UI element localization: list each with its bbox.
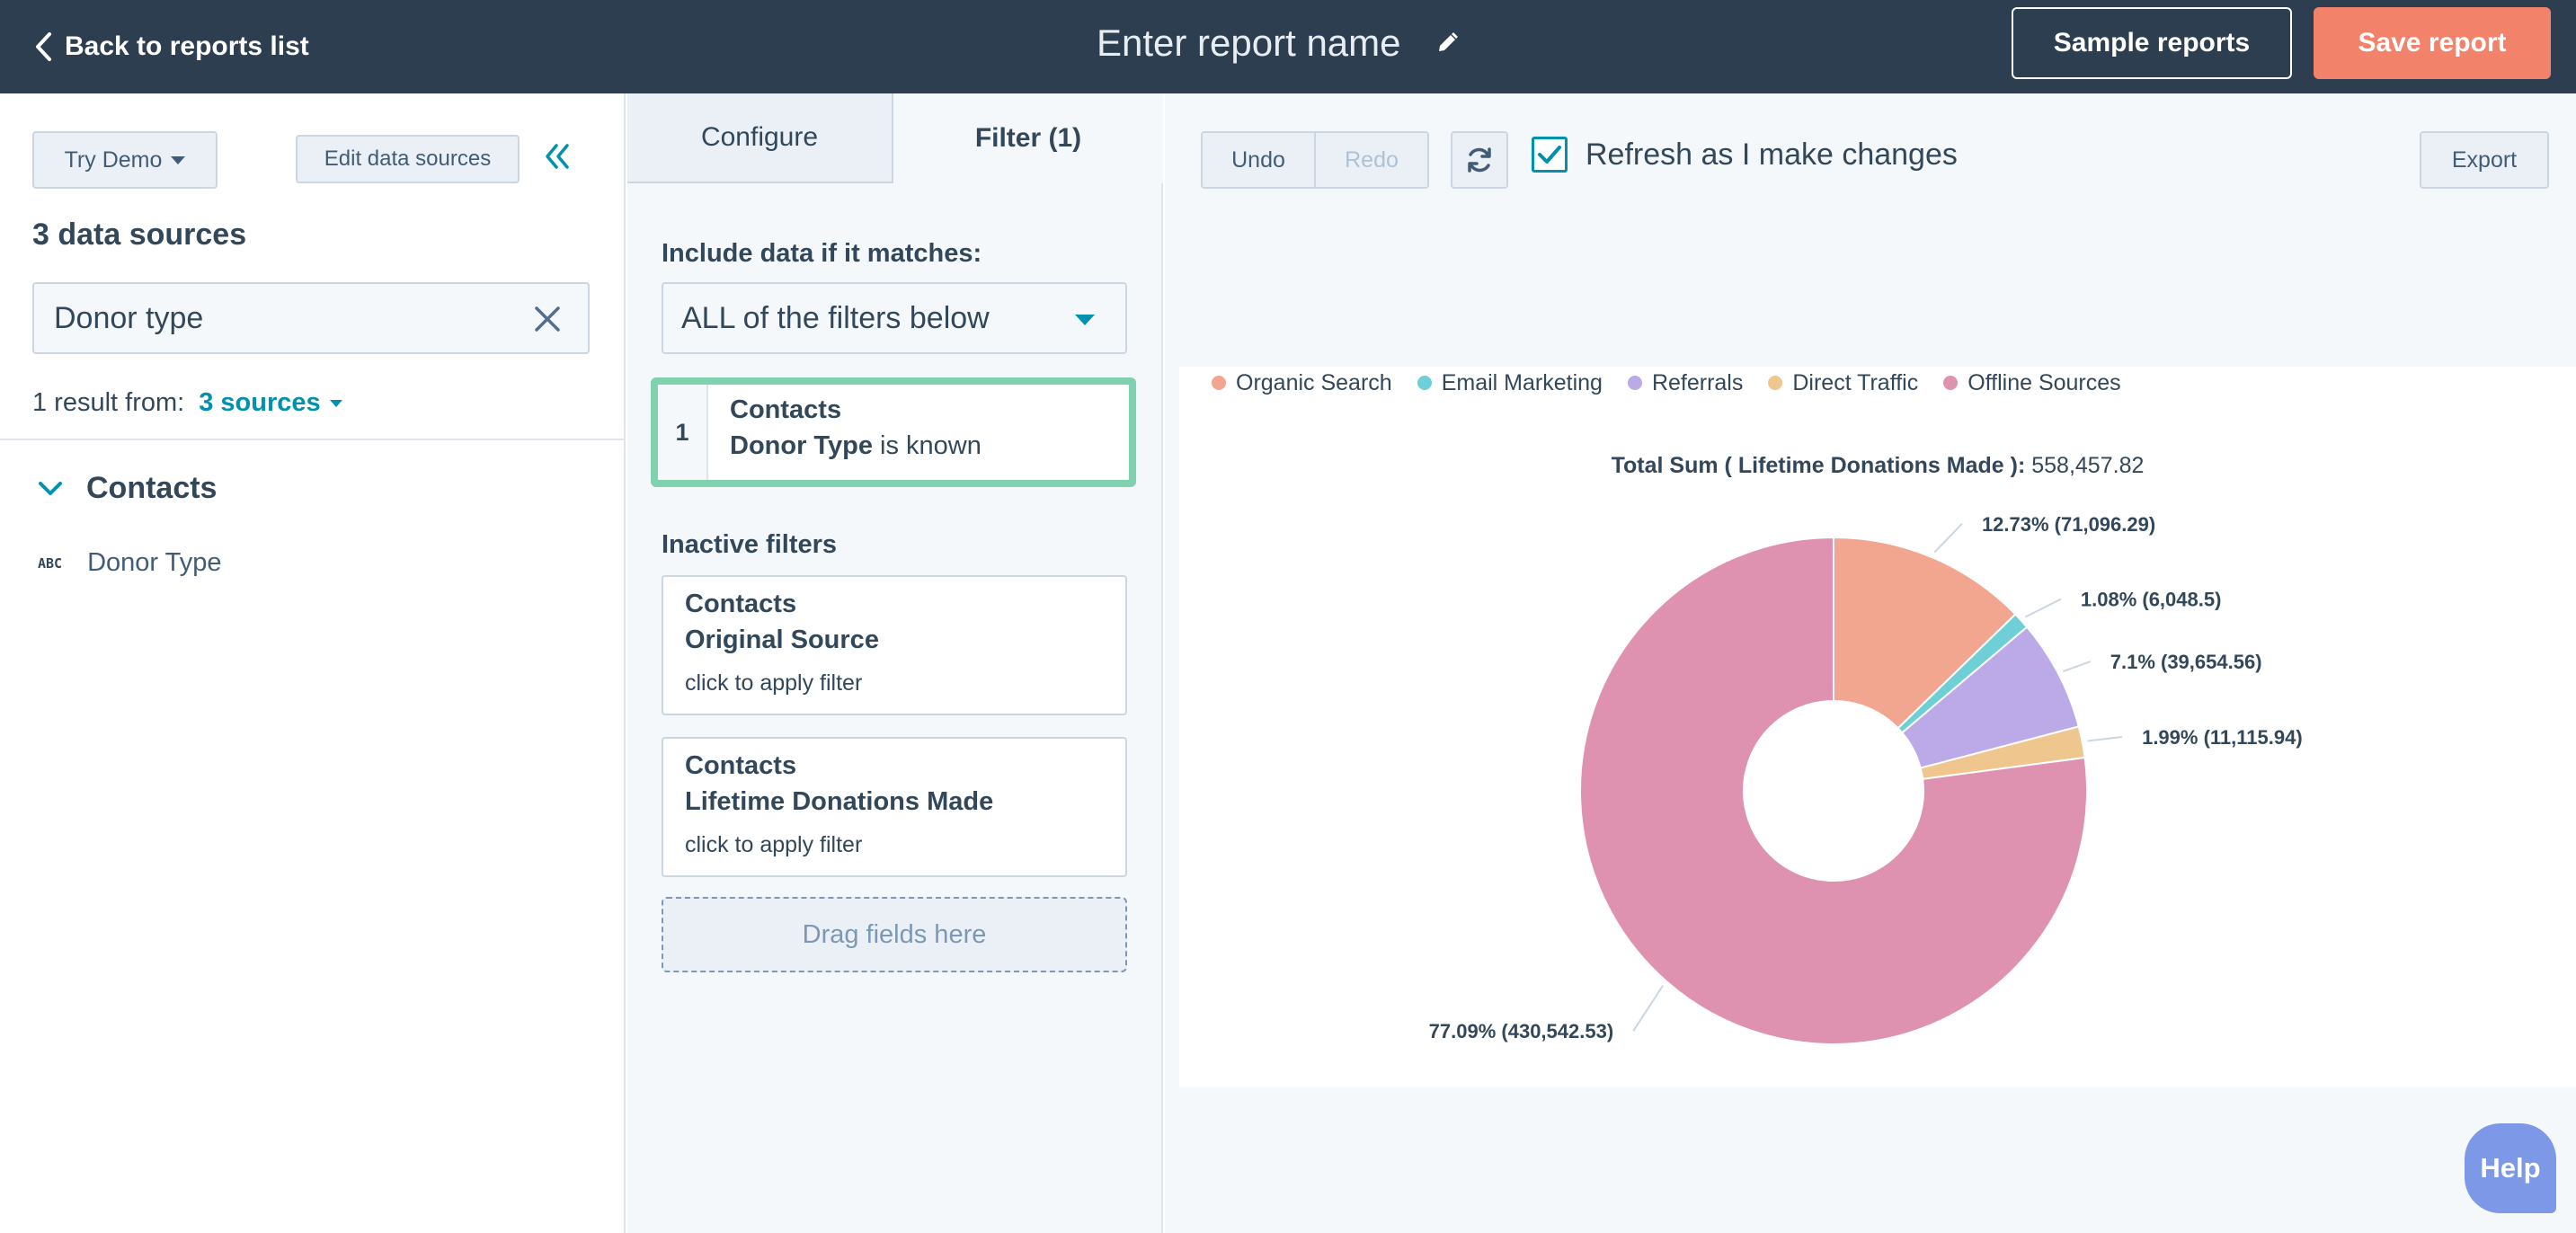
include-data-label: Include data if it matches: xyxy=(662,239,982,268)
legend-item[interactable]: Offline Sources xyxy=(1943,369,2121,396)
field-item-donor-type[interactable]: ABC Donor Type xyxy=(38,548,221,578)
legend-swatch xyxy=(1212,376,1226,390)
redo-button[interactable]: Redo xyxy=(1316,133,1427,187)
filter-condition: Donor Type is known xyxy=(730,431,982,461)
legend-item[interactable]: Organic Search xyxy=(1212,370,1392,396)
try-demo-label: Try Demo xyxy=(64,146,163,173)
back-to-reports-link[interactable]: Back to reports list xyxy=(34,25,309,68)
leader-line xyxy=(2087,736,2123,742)
inactive-filters-label: Inactive filters xyxy=(662,530,838,559)
leader-line xyxy=(2063,661,2092,673)
chart-title-label: Total Sum ( Lifetime Donations Made ): xyxy=(1611,453,2026,478)
caret-down-icon xyxy=(1075,315,1095,325)
collapse-panel-icon[interactable] xyxy=(541,138,573,174)
report-name-placeholder: Enter report name xyxy=(1097,22,1401,64)
try-demo-dropdown[interactable]: Try Demo xyxy=(32,131,218,189)
legend-label: Offline Sources xyxy=(1968,369,2121,395)
data-label: 12.73% (71,096.29) xyxy=(1982,513,2155,536)
filter-operator: is known xyxy=(880,431,982,460)
legend-label: Email Marketing xyxy=(1441,369,1603,395)
drag-fields-dropzone[interactable]: Drag fields here xyxy=(662,897,1127,972)
legend-label: Direct Traffic xyxy=(1792,369,1919,395)
filter-property: Original Source xyxy=(685,625,879,654)
chart-legend: Organic Search Email Marketing Referrals Di… xyxy=(1212,367,2146,399)
divider xyxy=(0,439,624,440)
active-filter-card[interactable]: 1 Contacts Donor Type is known xyxy=(651,377,1136,487)
legend-item[interactable]: Direct Traffic xyxy=(1768,370,1918,396)
donut-chart: 12.73% (71,096.29) 1.08% (6,048.5) 7.1% (3… xyxy=(1429,513,2303,1045)
result-prefix: 1 result from: xyxy=(32,388,185,417)
caret-down-icon xyxy=(171,155,186,164)
checkbox[interactable] xyxy=(1532,137,1568,173)
sources-filter-dropdown[interactable]: 3 sources xyxy=(199,388,342,418)
filter-property: Donor Type xyxy=(730,431,873,460)
search-value: Donor type xyxy=(54,300,204,335)
inactive-filter-card[interactable]: Contacts Lifetime Donations Made click t… xyxy=(662,737,1127,877)
legend-label: Referrals xyxy=(1651,369,1744,395)
auto-refresh-label: Refresh as I make changes xyxy=(1586,137,1958,172)
back-link-label: Back to reports list xyxy=(65,31,309,61)
group-label: Contacts xyxy=(86,471,218,505)
chevron-left-icon xyxy=(36,32,51,61)
export-button[interactable]: Export xyxy=(2420,131,2549,189)
help-button[interactable]: Help xyxy=(2465,1123,2556,1213)
legend-item[interactable]: Email Marketing xyxy=(1417,370,1603,396)
refresh-button[interactable] xyxy=(1451,131,1508,189)
chart-title: Total Sum ( Lifetime Donations Made ): 5… xyxy=(1179,453,2576,479)
top-bar: Back to reports list Enter report name S… xyxy=(0,0,2576,93)
filter-match-select[interactable]: ALL of the filters below xyxy=(662,282,1127,354)
legend-swatch xyxy=(1417,376,1432,390)
undo-button[interactable]: Undo xyxy=(1203,133,1316,187)
data-label: 1.99% (11,115.94) xyxy=(2142,726,2303,749)
data-sources-title: 3 data sources xyxy=(32,217,247,252)
data-label: 7.1% (39,654.56) xyxy=(2110,651,2262,673)
leader-line xyxy=(2024,598,2062,618)
inactive-filter-card[interactable]: Contacts Original Source click to apply … xyxy=(662,575,1127,715)
sample-reports-button[interactable]: Sample reports xyxy=(2012,7,2292,79)
report-preview-panel: Undo Redo Refresh as I make changes Expo… xyxy=(1165,93,2576,1233)
legend-swatch xyxy=(1943,376,1959,390)
save-report-button[interactable]: Save report xyxy=(2314,7,2551,79)
tab-configure[interactable]: Configure xyxy=(627,93,893,183)
checkmark-icon xyxy=(1538,146,1561,164)
filter-object: Contacts xyxy=(685,751,797,780)
auto-refresh-toggle[interactable]: Refresh as I make changes xyxy=(1532,137,1958,173)
data-sources-panel: Try Demo Edit data sources 3 data source… xyxy=(0,93,626,1233)
chart-card: Organic Search Email Marketing Referrals Di… xyxy=(1179,367,2576,1087)
field-label: Donor Type xyxy=(87,548,222,577)
edit-data-sources-button[interactable]: Edit data sources xyxy=(296,135,520,183)
caret-down-icon xyxy=(329,399,342,407)
pie-slice[interactable] xyxy=(1833,536,2017,730)
chevron-down-icon xyxy=(39,481,62,495)
legend-item[interactable]: Referrals xyxy=(1627,369,1744,396)
chart-title-value: 558,457.82 xyxy=(2031,453,2145,478)
apply-filter-hint: click to apply filter xyxy=(685,670,863,696)
data-label: 77.09% (430,542.53) xyxy=(1429,1020,1614,1042)
field-search-input[interactable]: Donor type xyxy=(32,282,590,354)
filter-property: Lifetime Donations Made xyxy=(685,787,994,816)
leader-line xyxy=(1933,523,1963,554)
legend-swatch xyxy=(1627,376,1642,390)
pencil-icon[interactable] xyxy=(1435,31,1459,55)
contacts-group-toggle[interactable]: Contacts xyxy=(38,471,217,506)
match-select-value: ALL of the filters below xyxy=(681,300,990,335)
data-label: 1.08% (6,048.5) xyxy=(2081,589,2222,611)
apply-filter-hint: click to apply filter xyxy=(685,832,863,857)
pie-slice[interactable] xyxy=(1579,536,2088,1045)
report-name-field[interactable]: Enter report name xyxy=(1097,20,1459,67)
search-result-summary: 1 result from: 3 sources xyxy=(32,388,342,418)
undo-redo-group: Undo Redo xyxy=(1201,131,1429,189)
configure-filter-panel: Configure Filter (1) Include data if it … xyxy=(627,93,1163,1233)
filter-object: Contacts xyxy=(730,395,842,424)
legend-label: Organic Search xyxy=(1236,369,1392,395)
tab-filter[interactable]: Filter (1) xyxy=(893,93,1163,183)
filter-object: Contacts xyxy=(685,590,797,618)
legend-swatch xyxy=(1768,376,1783,390)
sources-link-label: 3 sources xyxy=(199,388,321,417)
refresh-icon xyxy=(1468,147,1491,173)
clear-search-icon[interactable] xyxy=(534,306,561,341)
text-type-icon: ABC xyxy=(38,554,63,572)
leader-line xyxy=(1632,985,1665,1032)
filter-number: 1 xyxy=(658,385,708,480)
